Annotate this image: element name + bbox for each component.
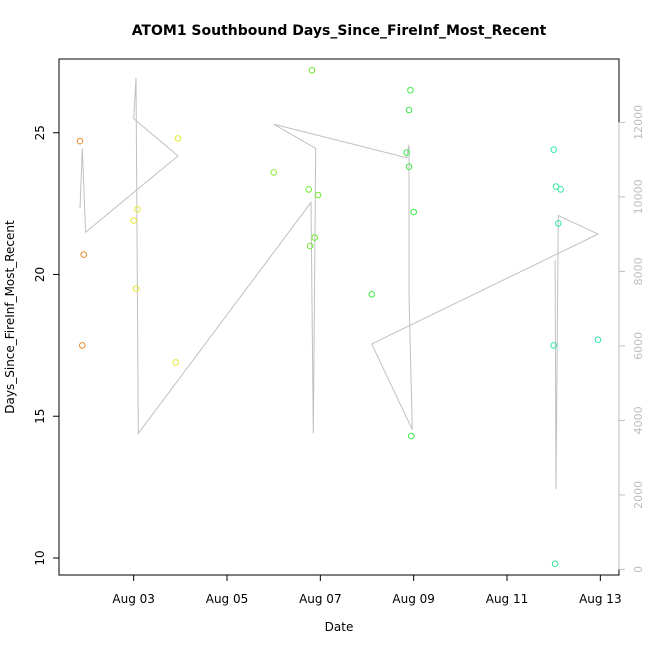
- series-line-group: [79, 77, 600, 490]
- y-axis-title: Days_Since_FireInf_Most_Recent: [3, 220, 17, 414]
- x-axis: Aug 03 Aug 05 Aug 07 Aug 09 Aug 11 Aug 13: [112, 575, 622, 606]
- data-point: [408, 432, 415, 440]
- data-point: [130, 217, 137, 224]
- y-tick-label: 15: [33, 409, 47, 424]
- y-axis-left: 10 15 20 25: [33, 125, 59, 566]
- x-tick-label: Aug 03: [112, 592, 155, 606]
- data-point: [557, 186, 565, 193]
- data-point: [410, 208, 418, 216]
- data-point: [552, 183, 560, 190]
- data-point: [405, 163, 413, 170]
- x-tick-label: Aug 07: [299, 592, 342, 606]
- data-point: [308, 67, 316, 74]
- data-point: [555, 220, 562, 227]
- y2-tick-label: 4000: [632, 406, 645, 434]
- x-tick-label: Aug 11: [486, 592, 529, 606]
- series-points-group: [76, 67, 602, 568]
- x-tick-label: Aug 09: [392, 592, 435, 606]
- y2-tick-label: 6000: [632, 332, 645, 360]
- data-point: [306, 242, 314, 250]
- y-tick-label: 20: [33, 267, 47, 282]
- data-point: [550, 146, 558, 153]
- y-tick-label: 25: [33, 125, 47, 140]
- data-point: [174, 135, 182, 142]
- x-tick-label: Aug 13: [579, 592, 622, 606]
- data-point: [368, 291, 376, 298]
- y-tick-label: 10: [33, 550, 47, 565]
- y2-tick-label: 0: [632, 566, 645, 573]
- data-point: [305, 186, 313, 193]
- data-point: [76, 137, 84, 145]
- data-point: [311, 234, 319, 241]
- y2-tick-label: 8000: [632, 257, 645, 285]
- data-point: [172, 359, 179, 366]
- series-line: [79, 77, 600, 490]
- data-point: [407, 86, 414, 94]
- data-point: [403, 149, 411, 156]
- data-point: [80, 251, 87, 258]
- x-axis-title: Date: [325, 620, 354, 634]
- y-axis-right: 0 2000 4000 6000 8000 10000 12000: [618, 105, 645, 573]
- data-point: [550, 342, 558, 349]
- x-tick-label: Aug 05: [206, 592, 249, 606]
- y2-tick-label: 2000: [632, 481, 645, 509]
- data-point: [551, 560, 559, 568]
- plot-frame: [58, 58, 620, 576]
- data-point: [132, 285, 140, 292]
- data-point: [134, 206, 141, 213]
- chart-title: ATOM1 Southbound Days_Since_FireInf_Most…: [132, 23, 547, 39]
- data-point: [594, 336, 602, 344]
- data-point: [270, 169, 278, 176]
- data-point: [405, 106, 413, 114]
- data-point: [79, 342, 86, 349]
- data-point: [314, 191, 322, 199]
- y2-tick-label: 12000: [632, 105, 645, 140]
- y2-tick-label: 10000: [632, 179, 645, 214]
